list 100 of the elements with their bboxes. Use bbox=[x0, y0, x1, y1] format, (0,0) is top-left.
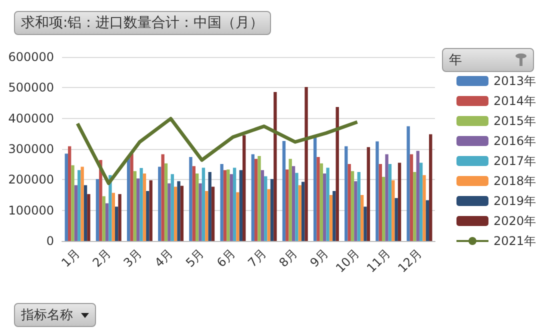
y-tick-label: 200000 bbox=[8, 172, 54, 187]
bar bbox=[196, 174, 199, 241]
bar bbox=[114, 206, 118, 241]
bar bbox=[292, 166, 296, 241]
bar bbox=[118, 194, 122, 241]
bar bbox=[416, 150, 420, 241]
bar bbox=[316, 156, 320, 241]
y-tick-label: 600000 bbox=[8, 50, 54, 64]
bar bbox=[323, 174, 326, 241]
bar bbox=[205, 191, 208, 241]
bar bbox=[198, 183, 202, 241]
bar bbox=[142, 174, 146, 241]
bar bbox=[68, 146, 72, 241]
legend-label: 2016年 bbox=[493, 134, 536, 148]
chart-title: 求和项:铝：进口数量合计：中国（月） bbox=[14, 11, 271, 35]
bar bbox=[130, 154, 134, 241]
x-tick-label: 8月 bbox=[276, 246, 300, 270]
bar bbox=[429, 134, 432, 241]
bar bbox=[298, 185, 302, 241]
bar bbox=[366, 147, 370, 241]
bar bbox=[388, 164, 392, 241]
bar bbox=[236, 192, 240, 241]
bar bbox=[295, 172, 298, 241]
bar bbox=[105, 203, 109, 241]
bar bbox=[71, 165, 74, 241]
bar bbox=[357, 172, 360, 241]
bar bbox=[392, 180, 395, 241]
y-tick-label: 0 bbox=[46, 234, 54, 248]
bar bbox=[344, 146, 348, 241]
bar bbox=[161, 154, 164, 241]
bar bbox=[258, 156, 261, 241]
x-tick-label: 2月 bbox=[90, 246, 114, 270]
text: 指标名称 bbox=[21, 307, 73, 324]
y-tick-label: 400000 bbox=[8, 111, 54, 126]
bar bbox=[78, 170, 81, 241]
legend-label: 2014年 bbox=[493, 94, 536, 108]
bar bbox=[74, 185, 78, 241]
bar bbox=[239, 170, 243, 241]
bar bbox=[286, 170, 289, 241]
bar bbox=[64, 154, 68, 241]
bar bbox=[170, 174, 174, 241]
bar bbox=[406, 126, 410, 241]
bar bbox=[264, 176, 268, 241]
bar bbox=[232, 168, 236, 241]
bar bbox=[251, 154, 254, 241]
bar bbox=[242, 135, 246, 241]
bar bbox=[84, 185, 88, 241]
bar bbox=[385, 154, 388, 241]
x-tick-label: 6月 bbox=[214, 246, 238, 270]
x-tick-label: 5月 bbox=[183, 246, 207, 270]
bar bbox=[376, 141, 379, 241]
bar bbox=[336, 106, 339, 241]
bar bbox=[99, 160, 102, 241]
bar bbox=[158, 166, 162, 241]
bar bbox=[394, 198, 398, 241]
bar bbox=[422, 175, 426, 241]
y-tick-label: 300000 bbox=[8, 142, 54, 156]
bar bbox=[320, 163, 324, 241]
bar bbox=[301, 182, 305, 241]
bar bbox=[364, 206, 367, 241]
legend-label: 2021年 bbox=[493, 234, 536, 248]
bar bbox=[282, 141, 286, 241]
bar bbox=[304, 87, 308, 241]
bar bbox=[270, 179, 274, 241]
y-tick-label: 100000 bbox=[8, 203, 54, 218]
bar bbox=[254, 158, 258, 241]
bar bbox=[189, 156, 192, 241]
bar bbox=[288, 158, 292, 241]
legend-label: 2017年 bbox=[493, 154, 536, 168]
y-tick-label: 500000 bbox=[8, 80, 54, 95]
bar bbox=[398, 162, 402, 241]
bar bbox=[136, 178, 140, 241]
line-series bbox=[76, 116, 360, 186]
bar bbox=[260, 170, 264, 241]
bar bbox=[208, 172, 212, 241]
x-tick-label: 7月 bbox=[245, 246, 269, 270]
x-tick-label: 10月 bbox=[333, 246, 362, 276]
bar bbox=[202, 168, 206, 241]
bar bbox=[126, 156, 130, 241]
bar bbox=[220, 164, 224, 241]
bar bbox=[230, 174, 233, 241]
bar bbox=[410, 154, 414, 241]
bar bbox=[108, 175, 112, 241]
legend-label: 2015年 bbox=[493, 114, 536, 128]
bar bbox=[140, 168, 143, 241]
legend-label: 2013年 bbox=[493, 74, 536, 88]
bar bbox=[192, 166, 196, 241]
legend-label: 2020年 bbox=[493, 214, 536, 228]
bar bbox=[133, 171, 137, 241]
bar bbox=[354, 181, 358, 241]
bar bbox=[211, 186, 215, 241]
bar bbox=[223, 170, 227, 241]
bar bbox=[326, 168, 330, 241]
bar bbox=[274, 92, 277, 241]
x-tick-label: 3月 bbox=[120, 246, 145, 270]
bar bbox=[419, 162, 423, 241]
bar bbox=[102, 196, 106, 241]
bar bbox=[80, 166, 84, 241]
bar bbox=[177, 181, 180, 241]
legend-label: 2018年 bbox=[493, 174, 536, 188]
